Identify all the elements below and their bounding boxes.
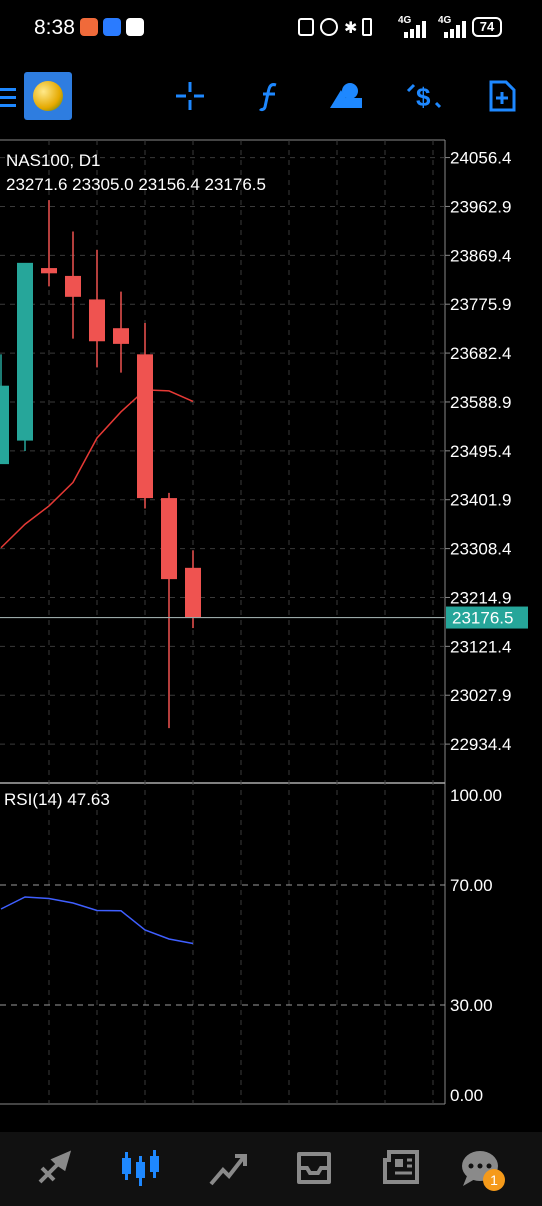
menu-icon[interactable]	[0, 86, 16, 108]
indicators-button[interactable]	[252, 78, 288, 114]
candles-layer	[0, 200, 201, 729]
new-order-icon	[489, 80, 516, 112]
bottom-navigation	[0, 1132, 542, 1206]
rsi-tick-label: 70.00	[450, 876, 493, 895]
crosshair-button[interactable]	[172, 78, 208, 114]
price-tick-label: 23027.9	[450, 686, 511, 705]
chart-icon	[122, 1150, 159, 1186]
price-tick-label: 23869.4	[450, 246, 511, 265]
candle-body	[113, 328, 129, 344]
price-chart[interactable]: 24056.4 23962.9 23869.4 23775.9 23682.4 23588…	[0, 138, 542, 1108]
new-order-button[interactable]	[484, 78, 520, 114]
moving-average-line	[0, 389, 194, 549]
candle-body	[89, 299, 105, 342]
logo-globe-icon	[33, 81, 63, 111]
nav-history[interactable]	[292, 1146, 336, 1190]
nfc-icon	[298, 18, 314, 36]
nav-news[interactable]	[378, 1146, 422, 1190]
rsi-label: RSI(14) 47.63	[4, 790, 110, 809]
trade-icon	[209, 1154, 247, 1186]
rsi-layer	[0, 884, 445, 1006]
status-time: 8:38	[34, 16, 75, 39]
candle-body	[65, 275, 81, 297]
price-tick-label: 23121.4	[450, 637, 511, 656]
network-label-2: 4G	[438, 15, 452, 26]
nav-trade[interactable]	[206, 1146, 250, 1190]
indicator-f-icon	[258, 83, 277, 112]
metatrader-logo[interactable]	[24, 72, 72, 120]
current-price-tag	[446, 606, 528, 629]
symbols-button[interactable]: $	[406, 78, 442, 114]
battery-level: 74	[479, 19, 495, 34]
notification-app-icon	[80, 18, 98, 36]
axis-labels: 24056.4 23962.9 23869.4 23775.9 23682.4 23588…	[0, 149, 528, 1105]
objects-button[interactable]	[328, 78, 364, 114]
news-icon	[383, 1150, 419, 1184]
candle-body	[185, 567, 201, 618]
notification-cloud-icon	[103, 18, 121, 36]
symbol-dollar-icon: $	[406, 82, 442, 112]
price-tick-label: 23962.9	[450, 197, 511, 216]
price-tick-label: 23588.9	[450, 393, 511, 412]
price-tick-label: 23775.9	[450, 295, 511, 314]
moving-average-layer	[0, 389, 194, 549]
battery-icon: 74	[472, 17, 502, 37]
price-tick-label: 23401.9	[450, 491, 511, 510]
notification-app-icon-2	[126, 18, 144, 36]
history-icon	[297, 1152, 331, 1184]
chart-symbol-label: NAS100, D1	[6, 151, 101, 170]
crosshair-icon	[176, 82, 204, 110]
network-label-1: 4G	[398, 15, 412, 26]
status-bar: 8:38 ✱ 4G 4G 74	[0, 0, 542, 56]
current-price-label: 23176.5	[452, 609, 513, 628]
price-tick-label: 22934.4	[450, 735, 511, 754]
rsi-tick-label: 100.00	[450, 786, 502, 805]
vibrate-icon	[362, 18, 372, 36]
signal-icon	[404, 21, 426, 38]
nav-chart[interactable]	[118, 1146, 162, 1190]
price-tick-label: 24056.4	[450, 149, 511, 168]
messages-badge: 1	[483, 1169, 505, 1191]
price-tick-label: 23214.9	[450, 588, 511, 607]
rsi-tick-label: 0.00	[450, 1086, 483, 1105]
rsi-line	[0, 896, 194, 945]
price-tick-label: 23495.4	[450, 442, 511, 461]
candle-body	[41, 268, 57, 274]
bluetooth-icon: ✱	[344, 20, 358, 37]
price-tick-label: 23682.4	[450, 344, 511, 363]
candle-body	[137, 354, 153, 499]
candle-body	[0, 385, 9, 465]
chart-ohlc-label: 23271.6 23305.0 23156.4 23176.5	[6, 175, 266, 194]
objects-icon	[330, 83, 362, 108]
signal-icon-2	[444, 21, 466, 38]
candle-body	[161, 498, 177, 580]
chart-grid	[0, 139, 450, 1105]
price-tick-label: 23308.4	[450, 540, 511, 559]
alarm-icon	[320, 18, 338, 36]
svg-text:$: $	[416, 82, 431, 112]
nav-quotes[interactable]	[34, 1146, 78, 1190]
candle-body	[17, 262, 33, 441]
quotes-icon	[38, 1150, 72, 1184]
rsi-tick-label: 30.00	[450, 996, 493, 1015]
